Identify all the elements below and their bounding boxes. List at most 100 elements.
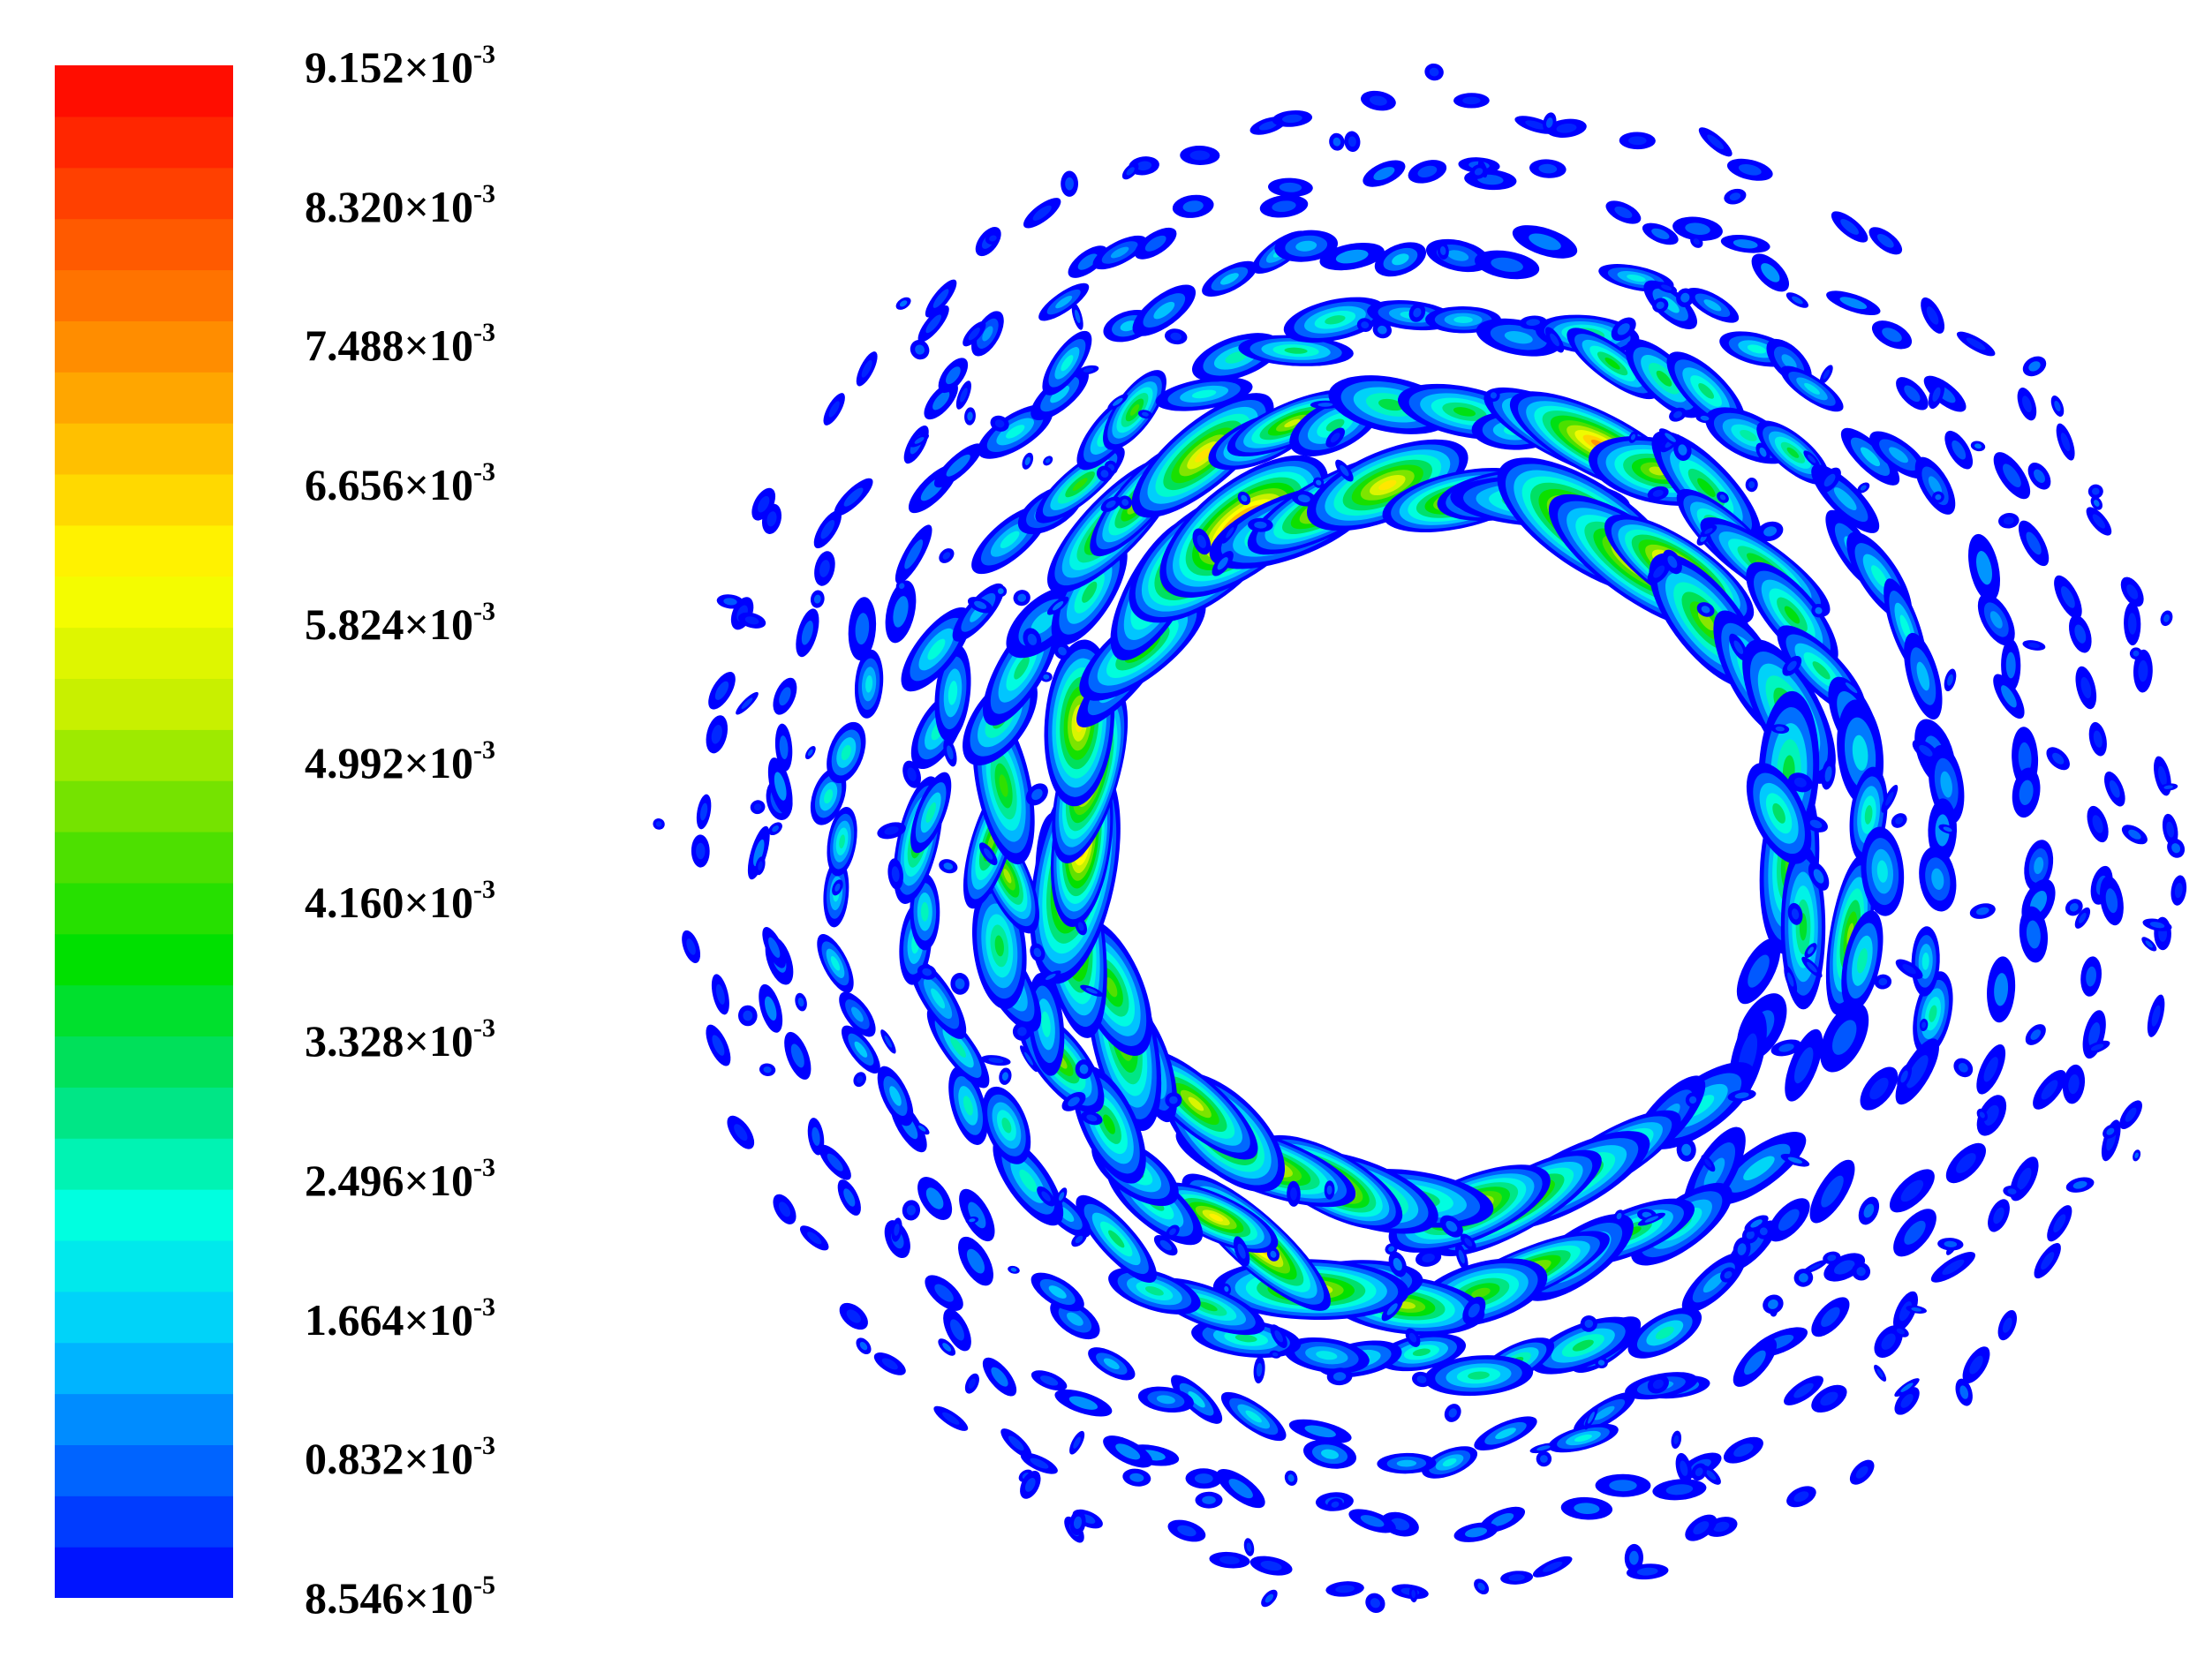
intensity-lobe [1408, 160, 1447, 184]
lobe-level [2026, 920, 2041, 949]
intensity-lobe [706, 1024, 731, 1066]
lobe-level [2126, 584, 2139, 599]
intensity-lobe [971, 311, 1004, 357]
lobe-level [1900, 1393, 1914, 1408]
lobe-level [1370, 95, 1387, 106]
lobe-level [1900, 1179, 1924, 1202]
intensity-lobe [1627, 1307, 1702, 1359]
intensity-lobe [1912, 739, 1940, 763]
lobe-level [1058, 1192, 1065, 1202]
lobe-level [950, 1036, 966, 1058]
lobe-level [1846, 923, 1854, 946]
lobe-level [2106, 1127, 2115, 1135]
lobe-level [1108, 1230, 1125, 1248]
lobe-level [1316, 1351, 1338, 1360]
lobe-level [942, 552, 951, 560]
lobe-level [925, 802, 936, 823]
intensity-lobe [2087, 805, 2109, 843]
lobe-level [1719, 494, 1726, 501]
intensity-lobe [1892, 1325, 1909, 1337]
intensity-lobe [1953, 1058, 1974, 1078]
intensity-lobe [1474, 1416, 1537, 1450]
intensity-lobe [1921, 297, 1945, 334]
colorbar-band [55, 218, 233, 271]
intensity-lobe [768, 822, 782, 836]
lobe-level [1471, 1287, 1491, 1299]
intensity-lobe [1137, 1386, 1194, 1413]
intensity-lobe [1444, 1404, 1461, 1422]
lobe-level [1491, 1513, 1514, 1526]
intensity-lobe [1259, 194, 1309, 218]
lobe-level [1000, 531, 1020, 549]
lobe-level [1984, 1104, 1999, 1126]
lobe-level [1729, 192, 1741, 201]
lobe-level [1408, 1332, 1417, 1343]
lobe-level [1864, 805, 1873, 825]
colorbar-band [55, 984, 233, 1037]
lobe-level [1010, 1268, 1017, 1272]
lobe-level [1388, 1246, 1395, 1252]
intensity-lobe [1785, 292, 1808, 308]
lobe-level [1067, 1312, 1083, 1326]
intensity-lobe [759, 983, 783, 1033]
lobe-level [2002, 1317, 2012, 1333]
lobe-level [994, 935, 1004, 957]
lobe-level [1254, 521, 1267, 529]
colorbar-band [55, 65, 233, 117]
intensity-lobe [1691, 1463, 1707, 1481]
lobe-level [1763, 526, 1778, 537]
colorbar-tick-label: 8.546×10-5 [305, 1571, 495, 1623]
intensity-lobe [1195, 1491, 1223, 1509]
intensity-lobe [813, 510, 842, 549]
lobe-level [765, 996, 777, 1021]
intensity-lobe [1022, 452, 1034, 470]
intensity-lobe [1424, 63, 1444, 81]
lobe-level [1976, 551, 1992, 585]
intensity-lobe [1700, 524, 1718, 538]
intensity-lobe [759, 1063, 776, 1076]
lobe-level [1701, 606, 1710, 614]
lobe-level [1733, 640, 1744, 654]
intensity-lobe [1811, 1297, 1850, 1337]
intensity-lobe [1869, 431, 1928, 479]
lobe-level [2151, 1005, 2161, 1027]
lobe-level [1304, 1425, 1336, 1438]
intensity-lobe [2147, 994, 2165, 1037]
intensity-lobe [1726, 158, 1773, 181]
lobe-level [2092, 487, 2100, 495]
intensity-lobe [1069, 1510, 1086, 1536]
colorbar-tick-label: 6.656×10-3 [305, 456, 495, 509]
lobe-level [1644, 1216, 1659, 1223]
lobe-level [1808, 1263, 1822, 1270]
intensity-lobe [1695, 413, 1714, 424]
lobe-level [1074, 309, 1081, 324]
intensity-lobe [1871, 320, 1913, 350]
intensity-lobe [1460, 1233, 1476, 1251]
colorbar-band [55, 1444, 233, 1496]
lobe-level [2127, 613, 2137, 635]
intensity-lobe [810, 590, 825, 608]
lobe-level [1014, 656, 1030, 680]
intensity-lobe [1155, 377, 1253, 411]
colorbar-tick-label: 8.320×10-3 [305, 178, 495, 231]
lobe-level [1490, 392, 1498, 399]
lobe-level [1377, 325, 1387, 335]
intensity-lobe [1470, 164, 1488, 179]
lobe-level [1411, 1589, 1416, 1599]
lobe-level [1707, 134, 1725, 150]
lobe-level [1831, 1020, 1857, 1055]
intensity-lobe [1894, 1378, 1920, 1397]
lobe-level [1129, 403, 1140, 416]
intensity-lobe [1906, 1305, 1927, 1314]
intensity-lobe [2124, 601, 2141, 646]
intensity-lobe [2068, 614, 2092, 653]
lobe-level [1855, 1465, 1868, 1479]
lobe-level [839, 834, 845, 849]
lobe-level [2054, 401, 2061, 411]
lobe-level [1787, 1156, 1803, 1164]
lobe-level [699, 802, 708, 821]
colorbar-tick-label: 5.824×10-3 [305, 596, 495, 649]
lobe-level [1474, 168, 1483, 176]
intensity-lobe [1377, 1333, 1467, 1372]
intensity-lobe [1970, 441, 1986, 452]
